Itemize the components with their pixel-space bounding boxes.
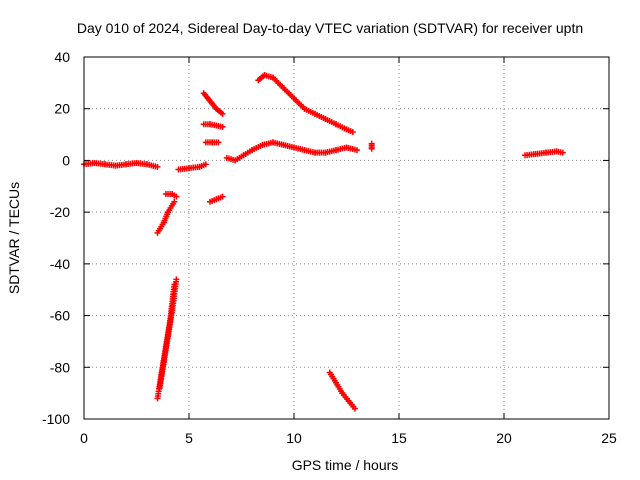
y-tick-label: 40 (54, 49, 70, 65)
x-tick-label: 15 (391, 430, 407, 446)
y-tick-label: 0 (62, 152, 70, 168)
data-point (171, 198, 178, 205)
data-point (559, 149, 566, 156)
y-tick-label: -40 (50, 256, 70, 272)
x-tick-label: 25 (601, 430, 617, 446)
data-point (219, 193, 226, 200)
y-axis-title: SDTVAR / TECUs (6, 182, 22, 294)
y-tick-label: -60 (50, 308, 70, 324)
x-tick-labels: 0 5 10 15 20 25 (80, 430, 617, 446)
y-tick-label: -80 (50, 359, 70, 375)
y-tick-label: -20 (50, 204, 70, 220)
x-axis-title: GPS time / hours (292, 457, 399, 473)
x-tick-label: 5 (185, 430, 193, 446)
data-point (215, 139, 222, 146)
grid-lines (84, 57, 609, 419)
data-series-sdtvar (81, 72, 566, 412)
plot-frame (83, 56, 610, 420)
data-point (368, 140, 375, 147)
data-point (154, 163, 161, 170)
x-tick-label: 10 (286, 430, 302, 446)
data-point (219, 123, 226, 130)
y-tick-labels: -100 -80 -60 -40 -20 0 20 40 (42, 49, 70, 427)
y-tick-label: 20 (54, 101, 70, 117)
x-tick-label: 20 (496, 430, 512, 446)
x-tick-label: 0 (80, 430, 88, 446)
chart-title: Day 010 of 2024, Sidereal Day-to-day VTE… (77, 20, 583, 36)
data-point (202, 161, 209, 168)
data-point (173, 193, 180, 200)
y-tick-label: -100 (42, 411, 70, 427)
data-point (349, 128, 356, 135)
data-point (173, 276, 180, 283)
data-point (351, 405, 358, 412)
data-point (219, 110, 226, 117)
data-point (354, 147, 360, 154)
